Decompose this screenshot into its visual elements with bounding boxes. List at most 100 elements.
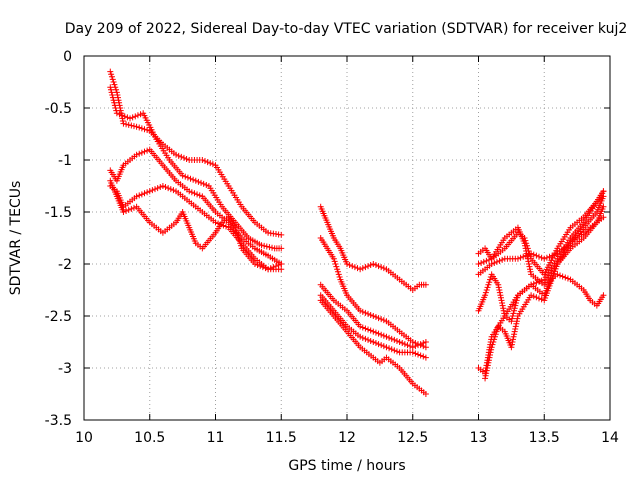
data-point xyxy=(141,190,148,197)
data-point xyxy=(559,273,566,280)
y-tick-label: -1 xyxy=(58,153,72,169)
data-point xyxy=(525,261,532,267)
data-point xyxy=(223,223,230,230)
data-point xyxy=(511,307,518,314)
data-point xyxy=(499,256,506,263)
data-point xyxy=(525,258,532,265)
data-point xyxy=(236,237,243,244)
data-point xyxy=(141,126,148,133)
data-point xyxy=(357,323,364,330)
data-point xyxy=(133,123,140,130)
data-point xyxy=(422,281,429,288)
data-point xyxy=(127,115,134,122)
y-axis-label: SDTVAR / TECUs xyxy=(8,181,24,296)
data-point xyxy=(110,97,117,104)
data-point xyxy=(491,259,498,266)
data-point xyxy=(600,188,607,195)
data-point xyxy=(485,359,492,366)
data-point xyxy=(383,344,390,351)
data-point xyxy=(496,257,503,264)
data-point xyxy=(380,265,387,272)
data-point xyxy=(482,375,489,382)
data-point xyxy=(261,242,268,249)
data-point xyxy=(386,345,393,352)
data-point xyxy=(386,334,393,341)
data-point xyxy=(391,336,398,343)
data-point xyxy=(485,357,492,364)
y-tick-label: 0 xyxy=(63,49,72,65)
data-point xyxy=(513,297,520,304)
data-point xyxy=(233,229,240,236)
data-point xyxy=(600,292,607,299)
data-point xyxy=(528,250,535,257)
data-point xyxy=(409,339,416,345)
data-point xyxy=(513,318,520,325)
data-point xyxy=(391,347,398,354)
series-B1 xyxy=(317,203,429,293)
data-point xyxy=(351,264,358,271)
data-point xyxy=(125,206,132,213)
data-point xyxy=(378,316,385,323)
data-point xyxy=(475,261,482,267)
data-point xyxy=(499,302,506,309)
data-point xyxy=(365,336,372,343)
data-point xyxy=(522,245,529,252)
data-point xyxy=(359,265,366,272)
data-point xyxy=(113,89,120,96)
data-point xyxy=(187,175,194,182)
data-point xyxy=(367,337,374,344)
data-point xyxy=(496,289,503,296)
data-point xyxy=(500,305,507,312)
data-point xyxy=(543,254,550,261)
data-point xyxy=(130,123,137,130)
data-point xyxy=(129,114,136,121)
data-point xyxy=(232,224,239,231)
data-point xyxy=(362,335,369,342)
data-point xyxy=(510,333,517,340)
data-point xyxy=(258,242,265,249)
data-point xyxy=(538,254,545,261)
data-point xyxy=(420,340,427,347)
data-point xyxy=(378,264,385,271)
data-point xyxy=(334,268,341,275)
data-point xyxy=(132,113,139,120)
data-point xyxy=(362,325,369,332)
data-point xyxy=(422,354,429,361)
data-point xyxy=(365,263,372,270)
data-point xyxy=(109,92,116,98)
data-point xyxy=(331,258,338,265)
data-point xyxy=(511,328,518,335)
data-point xyxy=(267,265,274,272)
data-point xyxy=(520,253,527,260)
data-point xyxy=(108,71,115,78)
data-point xyxy=(266,244,273,251)
data-point xyxy=(165,185,172,192)
data-point xyxy=(180,154,187,161)
data-point xyxy=(183,155,190,162)
data-point xyxy=(375,330,382,337)
plot-frame xyxy=(83,55,611,421)
data-point xyxy=(487,352,494,358)
data-point xyxy=(175,152,182,159)
data-point xyxy=(359,334,366,341)
data-point xyxy=(332,261,339,267)
x-tick-label: 12 xyxy=(338,430,356,446)
data-point xyxy=(128,205,135,212)
data-point xyxy=(278,245,285,252)
data-point xyxy=(495,284,502,291)
data-point xyxy=(512,302,519,309)
data-point xyxy=(123,207,130,214)
data-point xyxy=(110,79,117,85)
data-point xyxy=(525,251,532,258)
data-point xyxy=(269,244,276,251)
data-point xyxy=(362,264,369,271)
data-point xyxy=(184,174,191,181)
data-point xyxy=(533,294,540,301)
data-point xyxy=(496,287,503,293)
data-point xyxy=(511,331,518,338)
data-point xyxy=(564,275,571,282)
data-point xyxy=(600,214,607,221)
data-point xyxy=(372,340,379,347)
data-point xyxy=(488,346,495,353)
data-points xyxy=(107,68,607,397)
